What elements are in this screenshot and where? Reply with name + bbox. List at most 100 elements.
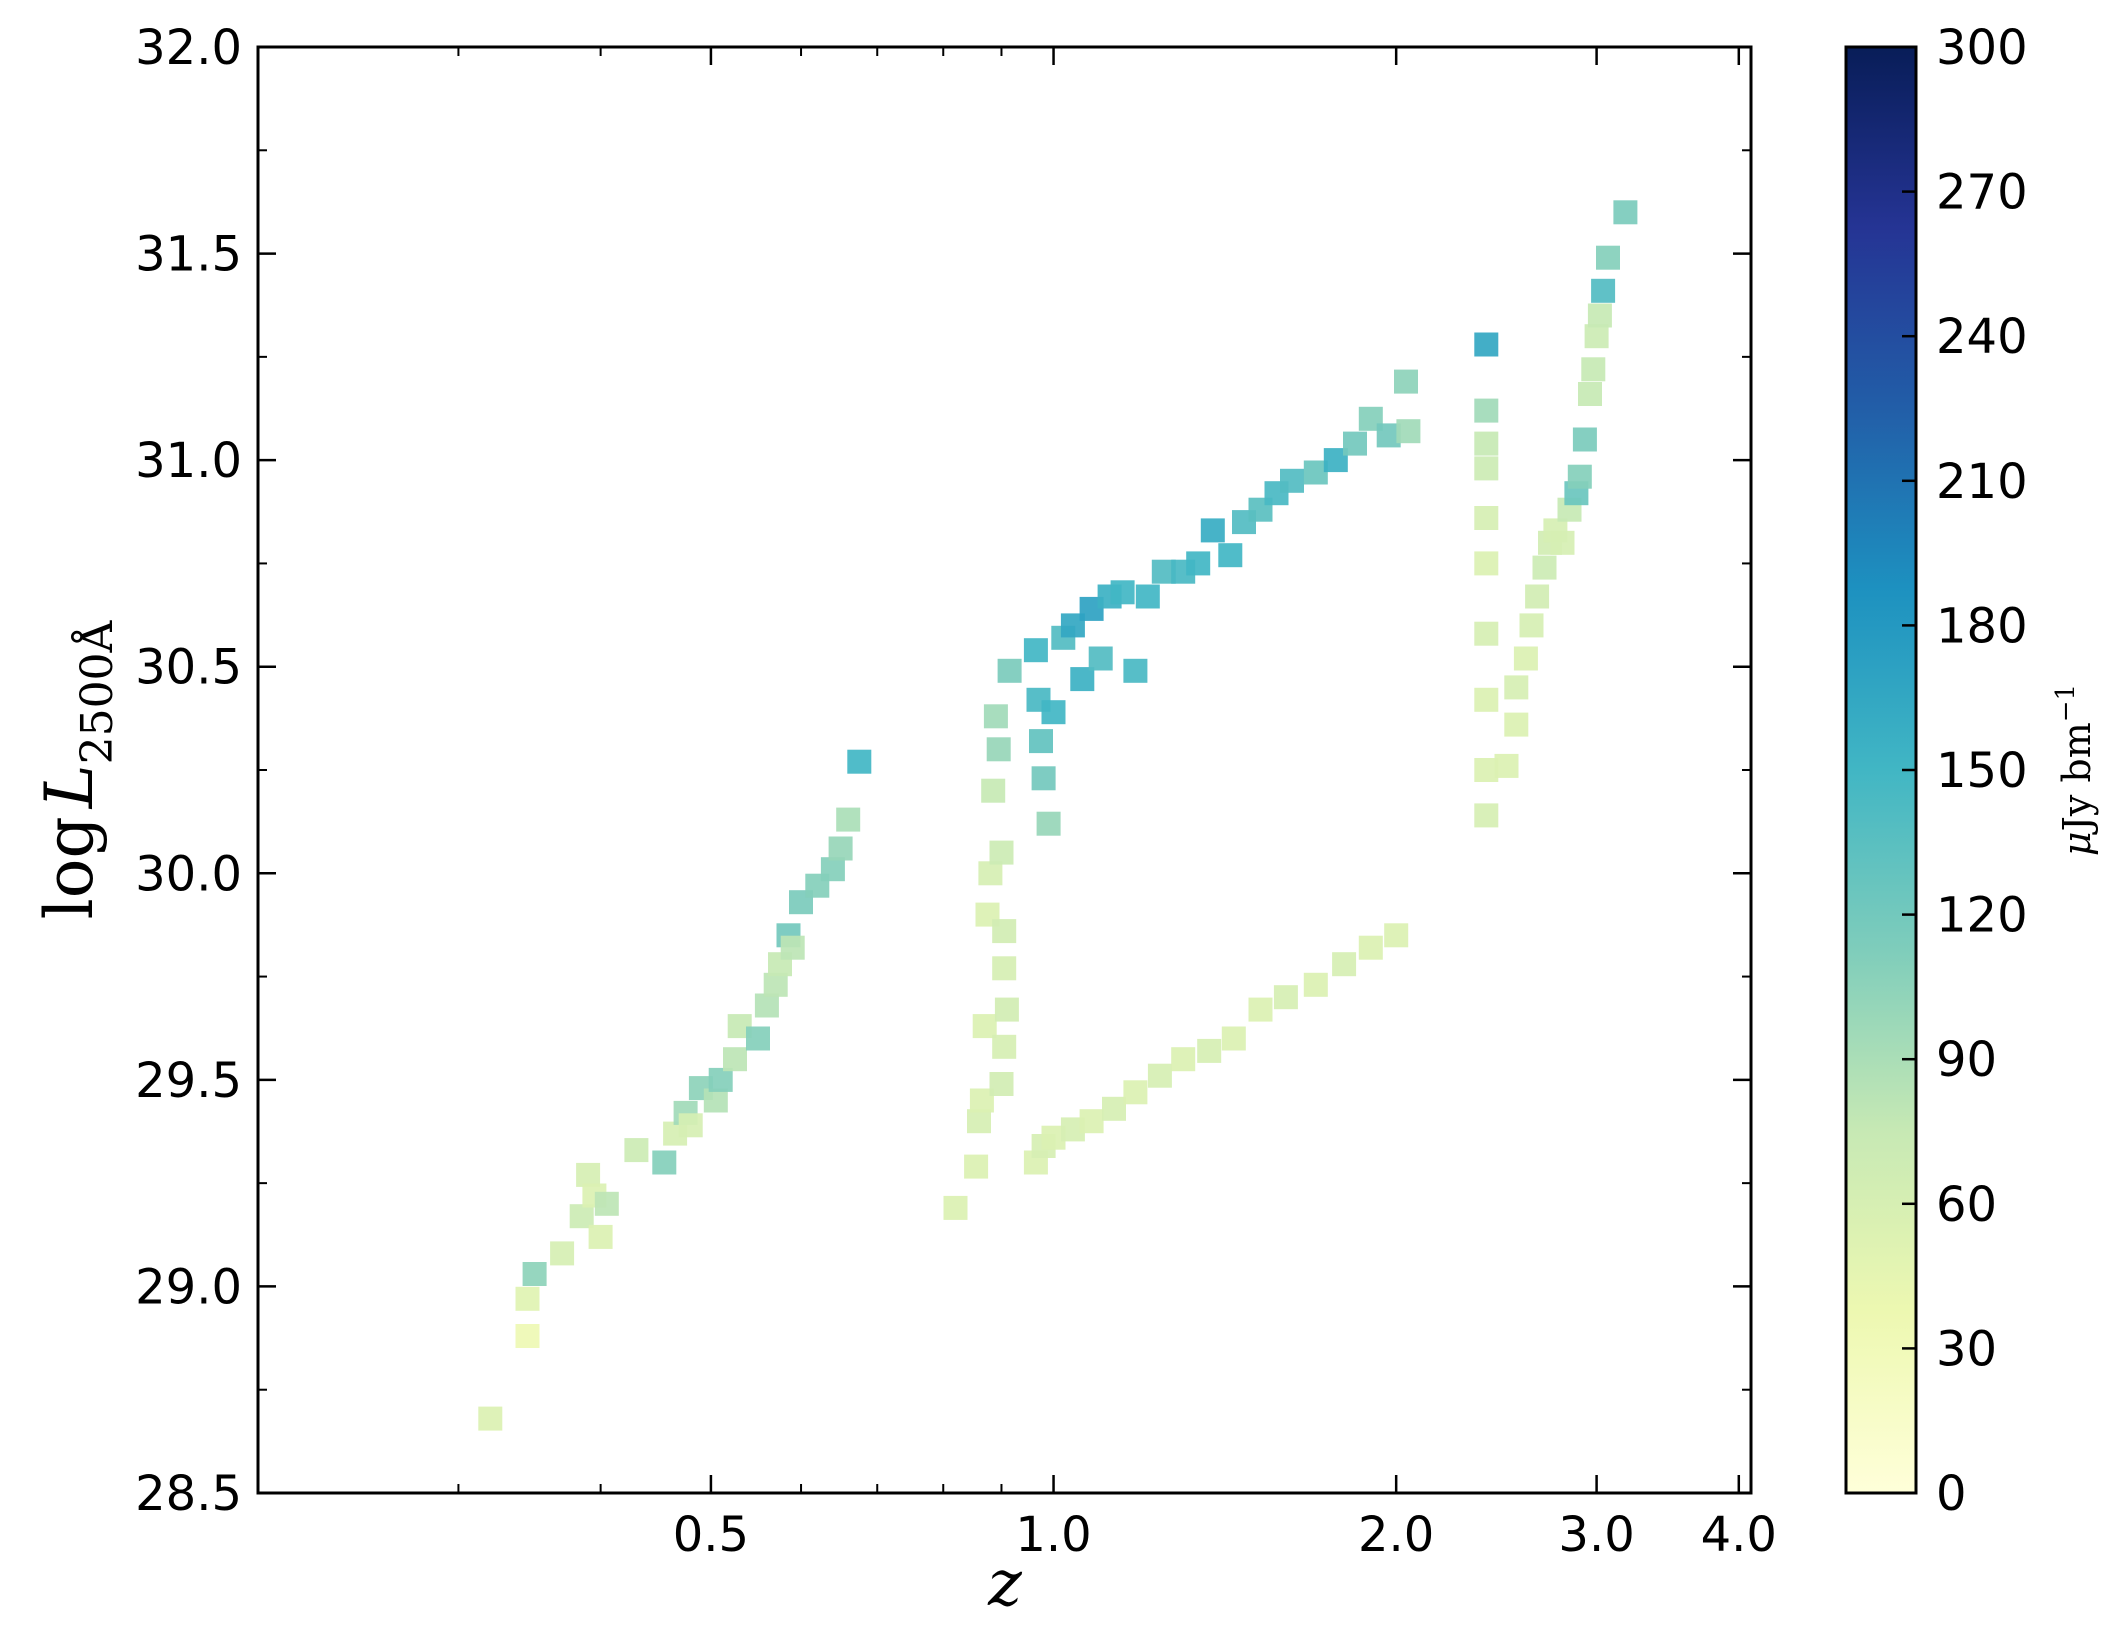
- data-point: [763, 972, 788, 997]
- colorbar-tick-label: 150: [1936, 743, 2028, 799]
- data-point: [678, 1113, 703, 1138]
- data-point: [1147, 1063, 1172, 1088]
- data-point: [703, 1088, 728, 1113]
- colorbar-tick-label: 300: [1936, 20, 2028, 76]
- y-tick-label: 32.0: [135, 20, 242, 76]
- y-tick-label: 31.0: [135, 433, 242, 489]
- data-point: [1186, 551, 1211, 576]
- y-tick-label: 29.0: [135, 1259, 242, 1315]
- data-point: [1248, 997, 1273, 1022]
- data-point: [1123, 658, 1148, 683]
- data-point: [569, 1204, 594, 1229]
- data-point: [1394, 369, 1418, 394]
- y-axis-title-subscript: 2500Å: [70, 619, 123, 764]
- colorbar-title: μJy bm−1: [2051, 684, 2099, 856]
- data-point: [1474, 506, 1499, 530]
- data-point: [723, 1047, 747, 1072]
- data-point: [1550, 530, 1575, 555]
- data-point: [1578, 382, 1602, 406]
- y-tick-label: 31.5: [135, 227, 242, 283]
- data-point: [1088, 646, 1113, 671]
- data-point: [1023, 638, 1048, 663]
- colorbar-tick-label: 90: [1936, 1032, 1997, 1088]
- scatter-points: [478, 200, 1638, 1431]
- data-point: [836, 807, 861, 832]
- data-point: [1587, 303, 1612, 328]
- data-point: [576, 1162, 601, 1187]
- data-point: [594, 1191, 619, 1216]
- colorbar-tick-label: 0: [1936, 1466, 1967, 1522]
- data-point: [515, 1324, 540, 1348]
- data-point: [1123, 1080, 1148, 1105]
- data-point: [1218, 543, 1243, 568]
- data-point: [1513, 646, 1538, 671]
- data-point: [522, 1262, 547, 1286]
- colorbar-title-text: Jy bm: [2055, 722, 2099, 835]
- data-point: [624, 1138, 649, 1163]
- data-point: [992, 956, 1017, 981]
- data-point: [967, 1109, 991, 1134]
- colorbar-title-sup: −1: [2051, 684, 2081, 722]
- data-point: [989, 840, 1014, 865]
- data-point: [1474, 803, 1499, 828]
- data-point: [1303, 972, 1328, 997]
- data-point: [1567, 464, 1592, 489]
- data-point: [478, 1406, 503, 1431]
- x-tick-label: 0.5: [673, 1507, 749, 1563]
- colorbar-tick-label: 60: [1936, 1177, 1997, 1233]
- data-point: [1343, 431, 1367, 456]
- x-axis-title: z: [987, 1547, 1023, 1621]
- svg-text:μJy bm−1: μJy bm−1: [2051, 684, 2099, 856]
- data-point: [1041, 700, 1066, 725]
- data-point: [1474, 687, 1499, 712]
- data-point: [1474, 621, 1499, 646]
- data-point: [1474, 456, 1499, 481]
- y-tick-label: 28.5: [135, 1466, 242, 1522]
- data-point: [1613, 200, 1638, 225]
- data-point: [1519, 613, 1544, 638]
- y-axis-title: log L2500Å: [31, 619, 123, 919]
- data-point: [754, 993, 779, 1018]
- colorbar-tick-label: 210: [1936, 454, 2028, 510]
- data-point: [1200, 518, 1225, 543]
- data-point: [1079, 1109, 1104, 1134]
- data-point: [986, 737, 1011, 762]
- data-point: [1273, 985, 1298, 1010]
- data-point: [652, 1150, 677, 1175]
- data-point: [708, 1067, 733, 1092]
- data-point: [981, 778, 1006, 803]
- colorbar-tick-label: 180: [1936, 598, 2028, 654]
- data-point: [1384, 923, 1409, 948]
- data-point: [1596, 245, 1620, 270]
- data-point: [1102, 1096, 1126, 1121]
- data-point: [943, 1195, 968, 1220]
- data-point: [588, 1224, 613, 1249]
- data-point: [1396, 419, 1421, 444]
- y-axis: 28.5 29.0 29.5 30.0 30.5 31.0 31.5 32.0: [135, 20, 1751, 1522]
- data-point: [1504, 712, 1529, 737]
- x-axis: 0.5 1.0 2.0 3.0 4.0: [457, 47, 1777, 1563]
- data-point: [1280, 468, 1304, 493]
- x-tick-label: 2.0: [1358, 1507, 1434, 1563]
- data-point: [1474, 758, 1499, 782]
- x-tick-label: 1.0: [1015, 1507, 1091, 1563]
- x-tick-label: 3.0: [1558, 1507, 1634, 1563]
- colorbar-tick-label: 120: [1936, 888, 2028, 944]
- data-point: [1221, 1026, 1246, 1051]
- data-point: [994, 997, 1019, 1022]
- data-point: [1474, 551, 1499, 576]
- data-point: [1070, 667, 1095, 692]
- data-point: [515, 1286, 540, 1311]
- y-axis-title-prefix: log: [31, 816, 108, 919]
- data-point: [828, 836, 853, 861]
- y-axis-title-main: L: [31, 764, 108, 809]
- data-point: [978, 861, 1003, 886]
- data-point: [550, 1241, 575, 1266]
- data-point: [780, 935, 805, 960]
- data-point: [992, 919, 1017, 944]
- y-tick-label: 29.5: [135, 1053, 242, 1109]
- data-point: [1591, 278, 1616, 303]
- data-point: [1584, 324, 1609, 349]
- data-point: [1171, 1047, 1196, 1072]
- data-point: [1474, 431, 1499, 456]
